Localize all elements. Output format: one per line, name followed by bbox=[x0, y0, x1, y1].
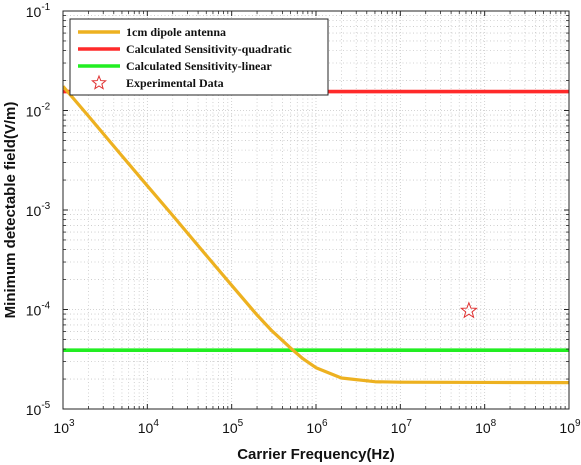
legend-entry-label: Calculated Sensitivity-quadratic bbox=[126, 42, 292, 56]
legend-entry-label: 1cm dipole antenna bbox=[126, 25, 226, 39]
y-tick-label: 10-1 bbox=[26, 2, 51, 20]
x-tick-label: 106 bbox=[306, 418, 328, 436]
legend: 1cm dipole antenna Calculated Sensitivity… bbox=[69, 18, 329, 96]
x-tick-label: 104 bbox=[138, 418, 160, 436]
y-tick-label: 10-3 bbox=[26, 201, 51, 219]
x-tick-label: 109 bbox=[559, 418, 581, 436]
x-tick-label: 107 bbox=[391, 418, 413, 436]
x-tick-label: 105 bbox=[222, 418, 244, 436]
y-tick-label: 10-2 bbox=[26, 102, 51, 120]
legend-entry-label: Calculated Sensitivity-linear bbox=[126, 59, 272, 73]
y-tick-label: 10-4 bbox=[26, 301, 51, 319]
ticks: 103 104 105 106 107 108 109 10-5 10-4 10-3 10-2 10-… bbox=[26, 2, 581, 436]
experimental-data-point bbox=[459, 301, 478, 319]
legend-star-marker bbox=[91, 74, 107, 90]
series-line-0 bbox=[63, 85, 569, 385]
y-axis-label: Minimum detectable field(V/m) bbox=[2, 102, 19, 319]
x-tick-label: 108 bbox=[475, 418, 497, 436]
legend-entry-label: Experimental Data bbox=[126, 76, 224, 90]
x-tick-label: 103 bbox=[53, 418, 75, 436]
y-tick-label: 10-5 bbox=[26, 400, 51, 418]
x-axis-label: Carrier Frequency(Hz) bbox=[237, 446, 395, 463]
